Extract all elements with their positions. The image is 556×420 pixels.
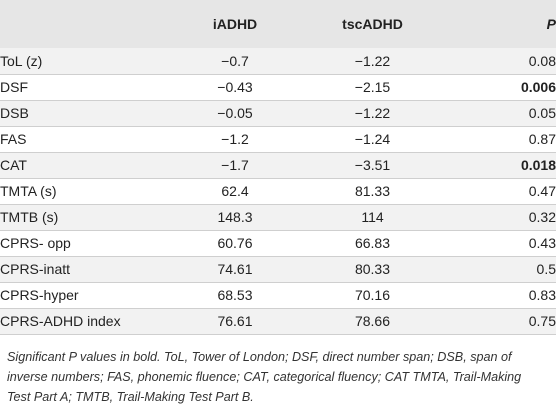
cell-iadhd: −1.2 bbox=[175, 126, 295, 153]
cell-p-value: 0.05 bbox=[450, 100, 556, 127]
row-label: CPRS- opp bbox=[0, 230, 175, 257]
cell-p-value: 0.75 bbox=[450, 308, 556, 335]
cell-iadhd: 68.53 bbox=[175, 282, 295, 309]
cell-iadhd: 62.4 bbox=[175, 178, 295, 205]
header-tscadhd: tscADHD bbox=[342, 16, 403, 32]
cell-p-value: 0.43 bbox=[450, 230, 556, 257]
row-label: CPRS-inatt bbox=[0, 256, 175, 283]
cell-p-value: 0.47 bbox=[450, 178, 556, 205]
cell-p-value: 0.83 bbox=[450, 282, 556, 309]
row-label: TMTB (s) bbox=[0, 204, 175, 231]
cell-p-value: 0.87 bbox=[450, 126, 556, 153]
cell-iadhd: 74.61 bbox=[175, 256, 295, 283]
row-label: FAS bbox=[0, 126, 175, 153]
header-p-value: P bbox=[546, 16, 556, 32]
table-row: FAS −1.2 −1.24 0.87 bbox=[0, 126, 556, 153]
cell-tscadhd: −1.24 bbox=[295, 126, 450, 153]
table-row: CPRS-hyper 68.53 70.16 0.83 bbox=[0, 282, 556, 309]
cell-tscadhd: 70.16 bbox=[295, 282, 450, 309]
cell-iadhd: 148.3 bbox=[175, 204, 295, 231]
cell-tscadhd: 81.33 bbox=[295, 178, 450, 205]
cell-p-value: 0.018 bbox=[450, 152, 556, 179]
table-row: CPRS-ADHD index 76.61 78.66 0.75 bbox=[0, 308, 556, 335]
cell-tscadhd: 80.33 bbox=[295, 256, 450, 283]
row-label: CAT bbox=[0, 152, 175, 179]
cell-iadhd: −0.43 bbox=[175, 74, 295, 101]
table-row: ToL (z) −0.7 −1.22 0.08 bbox=[0, 48, 556, 75]
results-table: iADHD tscADHD P ToL (z) −0.7 −1.22 0.08 DSF −… bbox=[0, 0, 556, 335]
table-row: TMTB (s) 148.3 114 0.32 bbox=[0, 204, 556, 231]
cell-p-value: 0.08 bbox=[450, 48, 556, 75]
row-label: ToL (z) bbox=[0, 48, 175, 75]
cell-iadhd: −0.7 bbox=[175, 48, 295, 75]
row-label: DSB bbox=[0, 100, 175, 127]
row-label: CPRS-hyper bbox=[0, 282, 175, 309]
cell-iadhd: −0.05 bbox=[175, 100, 295, 127]
cell-tscadhd: 66.83 bbox=[295, 230, 450, 257]
cell-tscadhd: −3.51 bbox=[295, 152, 450, 179]
cell-iadhd: 76.61 bbox=[175, 308, 295, 335]
cell-tscadhd: 114 bbox=[295, 204, 450, 231]
table-row: DSB −0.05 −1.22 0.05 bbox=[0, 100, 556, 127]
header-iadhd: iADHD bbox=[212, 16, 258, 32]
table-row: DSF −0.43 −2.15 0.006 bbox=[0, 74, 556, 101]
row-label: TMTA (s) bbox=[0, 178, 175, 205]
cell-tscadhd: −1.22 bbox=[295, 100, 450, 127]
table-row: CPRS-inatt 74.61 80.33 0.5 bbox=[0, 256, 556, 283]
header-label-column bbox=[0, 0, 175, 48]
cell-tscadhd: 78.66 bbox=[295, 308, 450, 335]
table-row: TMTA (s) 62.4 81.33 0.47 bbox=[0, 178, 556, 205]
cell-tscadhd: −2.15 bbox=[295, 74, 450, 101]
cell-p-value: 0.5 bbox=[450, 256, 556, 283]
table-row: CPRS- opp 60.76 66.83 0.43 bbox=[0, 230, 556, 257]
table-row: CAT −1.7 −3.51 0.018 bbox=[0, 152, 556, 179]
cell-iadhd: −1.7 bbox=[175, 152, 295, 179]
row-label: CPRS-ADHD index bbox=[0, 308, 175, 335]
row-label: DSF bbox=[0, 74, 175, 101]
cell-p-value: 0.32 bbox=[450, 204, 556, 231]
cell-iadhd: 60.76 bbox=[175, 230, 295, 257]
table-footnote: Significant P values in bold. ToL, Tower… bbox=[7, 350, 522, 404]
cell-tscadhd: −1.22 bbox=[295, 48, 450, 75]
table-body: ToL (z) −0.7 −1.22 0.08 DSF −0.43 −2.15 0.006 DS… bbox=[0, 48, 556, 335]
table-header-row: iADHD tscADHD P bbox=[0, 0, 556, 48]
cell-p-value: 0.006 bbox=[450, 74, 556, 101]
